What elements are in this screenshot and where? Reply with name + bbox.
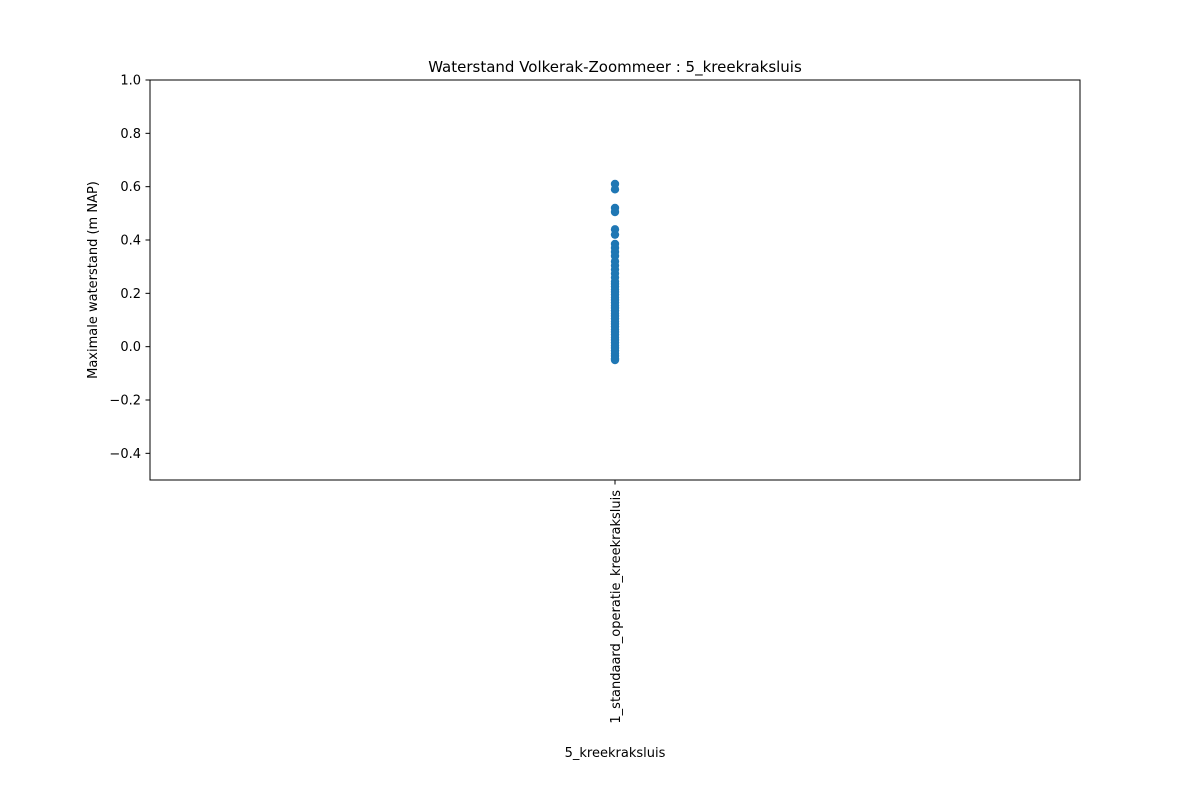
y-tick-label: 0.0 — [120, 340, 141, 355]
y-axis-ticks: −0.4 −0.2 0.0 0.2 0.4 0.6 0.8 1.0 — [109, 74, 150, 462]
y-tick-label: −0.2 — [109, 394, 141, 409]
data-point — [610, 230, 620, 239]
x-tick-label: 1_standaard_operatie_kreekraksluis — [609, 490, 624, 724]
y-tick-label: 0.6 — [120, 180, 141, 195]
plot-area — [610, 179, 620, 365]
x-axis-label: 5_kreekraksluis — [565, 746, 666, 761]
x-axis-ticks: 1_standaard_operatie_kreekraksluis — [609, 480, 624, 724]
data-point — [610, 207, 620, 217]
y-tick-label: 0.2 — [120, 287, 141, 302]
axes-frame — [149, 79, 1081, 481]
y-tick-label: 0.8 — [120, 127, 141, 142]
data-point — [610, 185, 620, 194]
y-tick-label: 0.4 — [120, 234, 141, 249]
data-point — [610, 355, 620, 365]
y-tick-label: −0.4 — [109, 447, 141, 462]
y-tick-label: 1.0 — [120, 74, 141, 89]
y-axis-label: Maximale waterstand (m NAP) — [86, 181, 101, 379]
chart-title: Waterstand Volkerak-Zoommeer : 5_kreekra… — [428, 58, 802, 77]
